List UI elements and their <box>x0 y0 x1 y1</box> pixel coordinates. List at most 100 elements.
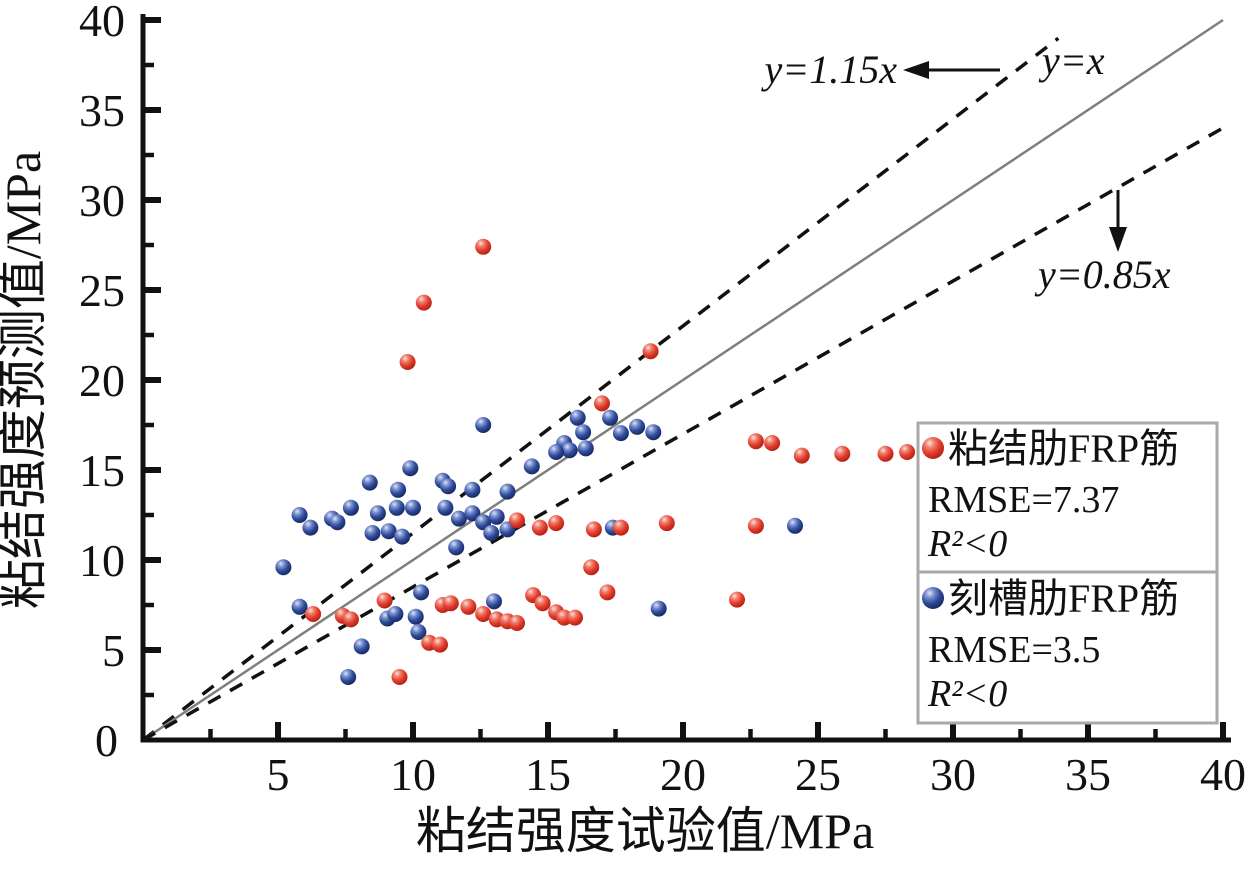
data-point <box>364 525 381 541</box>
data-point <box>531 519 548 536</box>
data-point <box>486 593 502 610</box>
down-arrow <box>1109 190 1127 252</box>
legend-label-blue: 刻槽肋FRP筋 <box>948 576 1179 621</box>
lower-line-label: y=0.85x <box>1034 252 1171 297</box>
data-point <box>488 508 505 525</box>
data-point <box>567 609 583 626</box>
data-point <box>305 606 322 622</box>
data-point <box>387 606 404 622</box>
data-point <box>450 510 467 527</box>
data-point <box>577 440 594 457</box>
legend-marker-red <box>922 437 944 459</box>
data-point <box>729 591 745 608</box>
data-point <box>599 584 616 601</box>
legend-box-top <box>916 421 1219 574</box>
data-point <box>291 598 308 615</box>
data-point <box>442 595 459 612</box>
upper-line-label: y=1.15x <box>761 47 898 92</box>
legend-label-red: 粘结肋FRP筋 <box>948 426 1179 471</box>
x-tick-label: 5 <box>267 749 290 800</box>
data-point <box>747 433 764 450</box>
data-point <box>612 519 629 536</box>
legend-r2-red: R²<0 <box>927 523 1007 565</box>
data-point <box>787 517 803 534</box>
data-point <box>376 592 393 609</box>
data-point <box>645 424 662 441</box>
y-tick-label: 15 <box>79 445 125 496</box>
identity-line-label: y=x <box>1038 38 1105 83</box>
data-point <box>585 521 602 538</box>
legend-marker-blue <box>922 587 944 609</box>
data-point <box>329 514 346 531</box>
y-tick-label: 40 <box>79 0 125 46</box>
data-point <box>275 559 292 576</box>
x-axis-title: 粘结强度试验值/MPa <box>416 803 874 859</box>
data-point <box>413 584 430 601</box>
data-point <box>437 499 454 516</box>
legend-rmse-red: RMSE=7.37 <box>928 479 1119 521</box>
data-point <box>353 638 370 655</box>
data-point <box>561 442 578 459</box>
data-point <box>415 294 432 311</box>
data-point <box>575 424 592 441</box>
legend-box-bottom <box>916 570 1219 725</box>
data-point <box>509 512 525 529</box>
axis-lines <box>140 14 1231 743</box>
data-point <box>391 669 408 685</box>
data-point <box>291 507 308 523</box>
data-point <box>499 483 516 500</box>
data-point <box>342 499 359 516</box>
data-point <box>432 636 448 653</box>
data-point <box>747 517 764 534</box>
data-point <box>464 481 481 498</box>
y-axis-title: 粘结强度预测值/MPa <box>0 151 51 609</box>
data-point <box>302 519 319 536</box>
data-point <box>407 608 424 625</box>
y-tick-label: 10 <box>79 535 125 586</box>
y-tick-label: 35 <box>79 85 125 136</box>
y-tick-label: 5 <box>102 625 125 676</box>
x-tick-label: 10 <box>390 749 436 800</box>
data-point <box>629 418 646 435</box>
reference-line-y=1.15x <box>141 36 1060 742</box>
data-point <box>475 417 492 433</box>
x-tick-label: 20 <box>660 749 706 800</box>
data-point <box>583 559 600 576</box>
data-point <box>569 409 586 426</box>
legend-rmse-blue: RMSE=3.5 <box>928 629 1100 671</box>
data-point <box>509 615 525 631</box>
origin-tick-label: 0 <box>95 715 118 766</box>
data-point <box>460 598 477 615</box>
x-tick-label: 35 <box>1065 749 1111 800</box>
data-point <box>548 444 565 460</box>
y-tick-label: 25 <box>79 265 125 316</box>
reference-lines-layer <box>141 18 1224 742</box>
data-point <box>388 499 405 516</box>
data-point <box>899 444 916 460</box>
x-tick-label: 40 <box>1200 749 1246 800</box>
data-point <box>402 460 419 477</box>
data-point <box>877 445 894 462</box>
x-tick-label: 30 <box>930 749 976 800</box>
reference-line-y=x <box>142 18 1224 742</box>
legend-r2-blue: R²<0 <box>927 673 1007 715</box>
data-point <box>410 624 427 640</box>
data-point <box>340 669 357 685</box>
data-point <box>793 447 810 464</box>
data-point <box>548 515 565 532</box>
data-point <box>448 539 465 556</box>
data-point <box>612 425 629 442</box>
data-point <box>594 395 610 412</box>
data-point <box>602 409 619 426</box>
data-point <box>369 505 386 522</box>
x-tick-label: 15 <box>525 749 571 800</box>
data-point <box>405 499 421 516</box>
data-points-layer <box>275 238 916 685</box>
axes-layer: 5 10 15 20 25 30 35 40 5 10 15 20 25 30 35 40 0 <box>79 0 1246 800</box>
reference-line-y=0.85x <box>142 126 1224 742</box>
left-arrow <box>903 61 1000 79</box>
data-point <box>523 458 540 475</box>
data-point <box>361 474 378 491</box>
data-point <box>440 478 457 495</box>
